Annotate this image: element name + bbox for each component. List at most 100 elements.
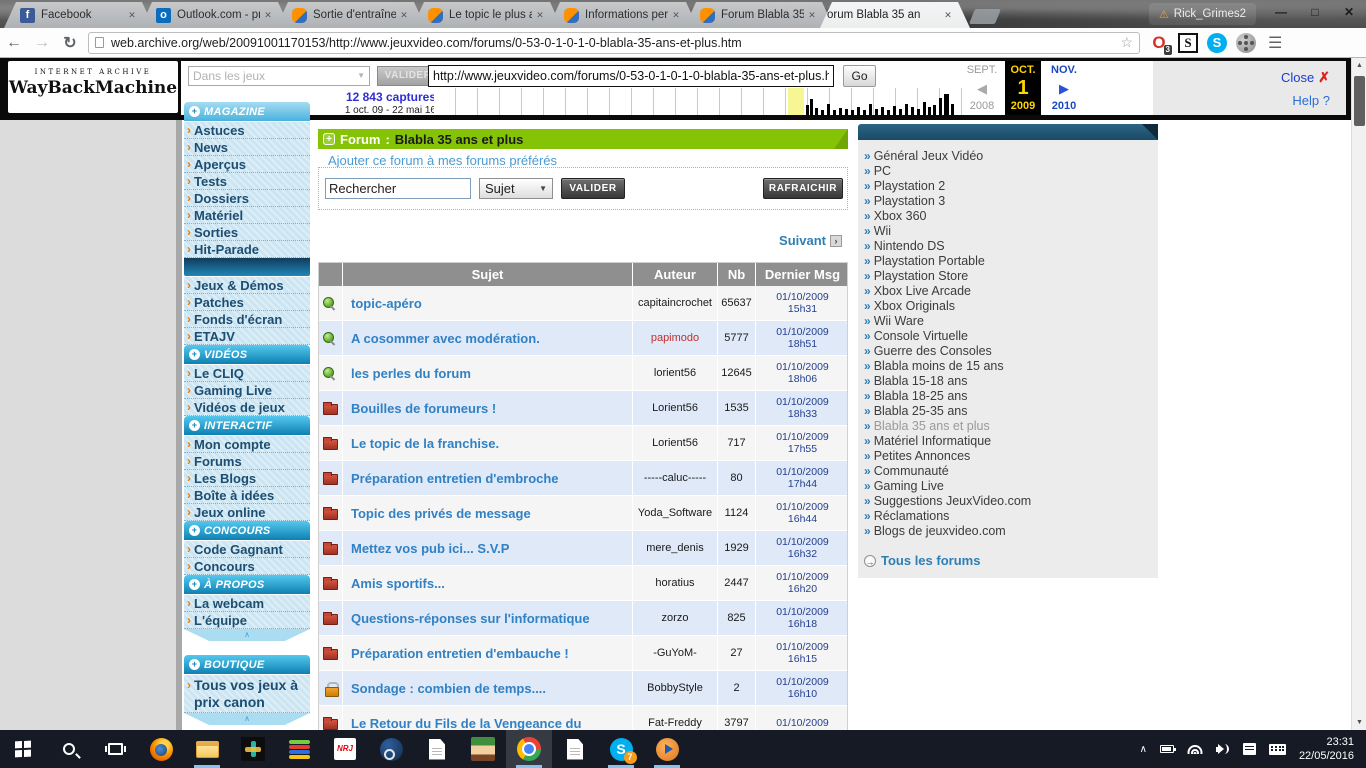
- forum-link[interactable]: » Blabla moins de 15 ans: [864, 359, 1154, 374]
- all-forums-link[interactable]: → Tous les forums: [864, 553, 1154, 568]
- taskbar-firefox[interactable]: [138, 730, 184, 768]
- capture-timeline[interactable]: [434, 88, 962, 115]
- browser-tab[interactable]: Le topic le plus anc ✕: [412, 2, 562, 28]
- forum-link[interactable]: » Xbox 360: [864, 209, 1154, 224]
- topic-link[interactable]: Le Retour du Fils de la Vengeance du: [351, 715, 582, 731]
- topic-link[interactable]: Mettez vos pub ici... S.V.P: [351, 540, 510, 556]
- tab-close-icon[interactable]: ✕: [808, 9, 816, 20]
- topic-author[interactable]: zorzo: [633, 601, 718, 635]
- sidebar-link[interactable]: › Astuces: [184, 122, 310, 139]
- topic-author[interactable]: Yoda_Software: [633, 496, 718, 530]
- sidebar-link[interactable]: › Mon compte: [184, 436, 310, 453]
- topic-author[interactable]: horatius: [633, 566, 718, 600]
- chrome-menu-icon[interactable]: ☰: [1268, 34, 1283, 52]
- tab-close-icon[interactable]: ✕: [944, 9, 952, 20]
- page-scrollbar[interactable]: ▲ ▼: [1351, 58, 1366, 730]
- sidebar-link[interactable]: › Les Blogs: [184, 470, 310, 487]
- forum-link[interactable]: » Blabla 18-25 ans: [864, 389, 1154, 404]
- sidebar-link[interactable]: › Tests: [184, 173, 310, 190]
- wayback-url-input[interactable]: [428, 65, 834, 87]
- taskbar-skype[interactable]: 7: [598, 730, 644, 768]
- search-valider-button[interactable]: VALIDER: [561, 178, 625, 199]
- add-favorite-link[interactable]: Ajouter ce forum à mes forums préférés: [328, 153, 558, 168]
- topic-link[interactable]: Questions-réponses sur l'informatique: [351, 610, 590, 626]
- sidebar-section-apropos[interactable]: + À PROPOS: [184, 575, 310, 594]
- profile-button[interactable]: ⚠ Rick_Grimes2: [1148, 3, 1256, 25]
- browser-tab[interactable]: Forum Blabla 35 an ✕: [820, 2, 970, 28]
- scroll-down-icon[interactable]: ▼: [1356, 719, 1363, 726]
- scrollbar-thumb[interactable]: [1354, 76, 1365, 126]
- battery-icon[interactable]: [1159, 745, 1176, 753]
- forum-link[interactable]: » Wii: [864, 224, 1154, 239]
- forum-link[interactable]: » Suggestions JeuxVideo.com: [864, 494, 1154, 509]
- wayback-close-link[interactable]: Close ✗: [1281, 69, 1330, 86]
- browser-tab[interactable]: Forum Blabla 35 a ✕: [684, 2, 834, 28]
- tab-close-icon[interactable]: ✕: [536, 9, 544, 20]
- month-prev-column[interactable]: SEPT. ◀ 2008: [960, 61, 1004, 115]
- prev-capture-icon[interactable]: ◀: [977, 80, 987, 96]
- jv-search-scope-select[interactable]: Dans les jeux ▼: [188, 66, 370, 86]
- sidebar-link[interactable]: › L'équipe: [184, 612, 310, 629]
- taskbar-nrj[interactable]: [322, 730, 368, 768]
- topic-author[interactable]: Lorient56: [633, 391, 718, 425]
- taskbar-clock[interactable]: 23:31 22/05/2016: [1299, 735, 1354, 763]
- taskbar-media-player[interactable]: [644, 730, 690, 768]
- forum-link[interactable]: » Playstation 2: [864, 179, 1154, 194]
- forum-link[interactable]: » Playstation 3: [864, 194, 1154, 209]
- task-view-button[interactable]: [92, 730, 138, 768]
- forum-link[interactable]: » Xbox Live Arcade: [864, 284, 1154, 299]
- next-page-link[interactable]: Suivant ›: [779, 233, 842, 248]
- sidebar-link[interactable]: › Hit-Parade: [184, 241, 310, 258]
- sidebar-link[interactable]: › Le CLIQ: [184, 365, 310, 382]
- bookmark-star-icon[interactable]: ☆: [1120, 34, 1133, 50]
- forum-link[interactable]: » Wii Ware: [864, 314, 1154, 329]
- sidebar-link[interactable]: › ETAJV: [184, 328, 310, 345]
- topic-link[interactable]: A cosommer avec modération.: [351, 330, 540, 346]
- wayback-help-link[interactable]: Help ?: [1292, 93, 1330, 108]
- topic-author[interactable]: -GuYoM-: [633, 636, 718, 670]
- topic-link[interactable]: Préparation entretien d'embroche: [351, 470, 559, 486]
- maximize-button[interactable]: □: [1311, 5, 1319, 19]
- topic-author[interactable]: capitaincrochet: [633, 286, 718, 320]
- tab-close-icon[interactable]: ✕: [672, 9, 680, 20]
- forum-link[interactable]: » Console Virtuelle: [864, 329, 1154, 344]
- sidebar-link[interactable]: › Sorties: [184, 224, 310, 241]
- topic-author[interactable]: papimodo: [633, 321, 718, 355]
- sidebar-link[interactable]: › Forums: [184, 453, 310, 470]
- url-text[interactable]: web.archive.org/web/20091001170153/http:…: [111, 35, 742, 50]
- forum-link[interactable]: » Playstation Portable: [864, 254, 1154, 269]
- tab-close-icon[interactable]: ✕: [128, 9, 136, 20]
- browser-tab[interactable]: Outlook.com - pres ✕: [140, 2, 290, 28]
- wayback-go-button[interactable]: Go: [843, 65, 876, 87]
- sidebar-link[interactable]: › Aperçus: [184, 156, 310, 173]
- tab-close-icon[interactable]: ✕: [264, 9, 272, 20]
- taskbar-document-1[interactable]: [414, 730, 460, 768]
- taskbar-file-explorer[interactable]: [184, 730, 230, 768]
- browser-tab[interactable]: Sortie d'entraîneur ✕: [276, 2, 426, 28]
- forum-link[interactable]: » Petites Annonces: [864, 449, 1154, 464]
- keyboard-icon[interactable]: [1268, 743, 1286, 755]
- new-tab-button[interactable]: [968, 9, 1002, 24]
- sidebar-link[interactable]: › Concours: [184, 558, 310, 575]
- taskbar-bluestacks[interactable]: [276, 730, 322, 768]
- taskbar-app-dark[interactable]: [230, 730, 276, 768]
- topic-link[interactable]: topic-apéro: [351, 295, 422, 311]
- taskbar-avatar-app[interactable]: [460, 730, 506, 768]
- wayback-logo[interactable]: INTERNET ARCHIVE WayBackMachine: [8, 61, 178, 113]
- sidebar-link[interactable]: › Tous vos jeux à prix canon: [184, 675, 310, 713]
- topic-link[interactable]: Sondage : combien de temps....: [351, 680, 547, 696]
- minimize-button[interactable]: —: [1275, 5, 1287, 19]
- forum-link[interactable]: » Guerre des Consoles: [864, 344, 1154, 359]
- sidebar-link[interactable]: › News: [184, 139, 310, 156]
- topic-author[interactable]: -----caluc-----: [633, 461, 718, 495]
- topic-author[interactable]: Lorient56: [633, 426, 718, 460]
- forum-link[interactable]: » Xbox Originals: [864, 299, 1154, 314]
- window-close-button[interactable]: ✕: [1343, 5, 1355, 19]
- month-next-column[interactable]: NOV. ▶ 2010: [1042, 61, 1086, 115]
- sidebar-link[interactable]: › Jeux online: [184, 504, 310, 521]
- forum-link[interactable]: » Réclamations: [864, 509, 1154, 524]
- sidebar-link[interactable]: › Boîte à idées: [184, 487, 310, 504]
- search-input[interactable]: [325, 178, 471, 199]
- sidebar-link[interactable]: › Matériel: [184, 207, 310, 224]
- forum-link[interactable]: » Nintendo DS: [864, 239, 1154, 254]
